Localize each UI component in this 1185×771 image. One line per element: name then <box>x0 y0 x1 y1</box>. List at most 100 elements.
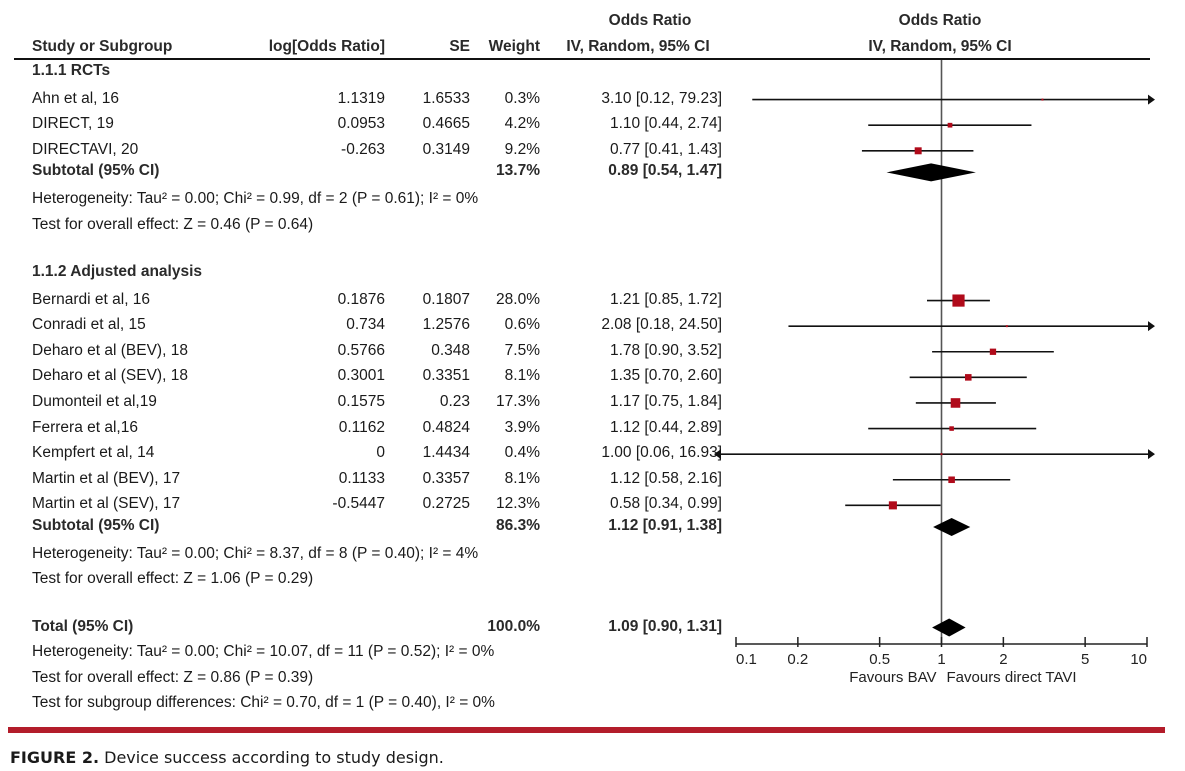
study-or-ci: 0.77 [0.41, 1.43] <box>609 140 722 158</box>
study-name: Dumonteil et al,19 <box>32 392 157 410</box>
figure-caption: FIGURE 2. Device success according to st… <box>10 748 444 767</box>
study-weight: 17.3% <box>496 392 540 410</box>
study-or-ci: 1.00 [0.06, 16.93] <box>601 444 722 462</box>
study-log-or: 0.1133 <box>338 469 385 487</box>
subgroup-differences-text: Test for subgroup differences: Chi² = 0.… <box>32 694 495 712</box>
accent-rule <box>8 727 1165 733</box>
study-log-or: 1.1319 <box>337 89 385 107</box>
study-0-2-point-estimate <box>914 147 922 155</box>
study-name: Martin et al (SEV), 17 <box>32 495 181 513</box>
study-log-or: -0.5447 <box>332 495 385 513</box>
study-name: DIRECTAVI, 20 <box>32 140 139 158</box>
header-rule <box>14 58 1150 60</box>
study-se: 0.3149 <box>422 140 470 158</box>
total-or-ci: 1.09 [0.90, 1.31] <box>608 617 722 635</box>
caption-label: FIGURE 2. <box>10 748 100 767</box>
total-weight: 100.0% <box>487 617 540 635</box>
study-name: Deharo et al (BEV), 18 <box>32 341 188 359</box>
x-axis-tick-label: 0.2 <box>787 651 808 668</box>
study-1-6-point-estimate <box>940 453 943 456</box>
x-axis-tick-label: 10 <box>1130 651 1147 668</box>
study-name: Martin et al (BEV), 17 <box>32 469 181 487</box>
study-1-1-point-estimate <box>1005 325 1008 328</box>
study-1-8-point-estimate <box>888 501 897 510</box>
study-or-ci: 1.12 [0.58, 2.16] <box>609 469 722 487</box>
study-1-5-point-estimate <box>949 426 954 431</box>
subtotal-label: Subtotal (95% CI) <box>32 516 160 534</box>
total-overall-effect-text: Test for overall effect: Z = 0.86 (P = 0… <box>32 668 314 686</box>
study-name: DIRECT, 19 <box>32 115 114 133</box>
study-weight: 0.6% <box>504 316 540 334</box>
x-axis-tick-label: 5 <box>1081 651 1089 668</box>
study-weight: 4.2% <box>504 115 540 133</box>
study-se: 0.348 <box>431 341 470 359</box>
study-or-ci: 1.78 [0.90, 3.52] <box>609 341 722 359</box>
study-or-ci: 3.10 [0.12, 79.23] <box>601 89 722 107</box>
subgroup-heading: 1.1.1 RCTs <box>32 62 111 79</box>
subtotal-weight: 13.7% <box>496 162 540 180</box>
x-axis-tick-label: 0.1 <box>736 651 757 668</box>
total-heterogeneity-text: Heterogeneity: Tau² = 0.00; Chi² = 10.07… <box>32 643 495 661</box>
plot-col-header-line2: IV, Random, 95% CI <box>868 38 1012 55</box>
study-weight: 8.1% <box>504 367 540 385</box>
study-name: Deharo et al (SEV), 18 <box>32 367 188 385</box>
total-label: Total (95% CI) <box>32 617 134 635</box>
logor-col-header: log[Odds Ratio] <box>268 38 385 55</box>
x-axis-tick-label: 2 <box>999 651 1007 668</box>
heterogeneity-text: Heterogeneity: Tau² = 0.00; Chi² = 0.99,… <box>32 190 479 207</box>
study-weight: 12.3% <box>496 495 540 513</box>
study-1-0-point-estimate <box>952 294 965 307</box>
study-1-7-point-estimate <box>948 476 955 484</box>
study-1-1-right-arrow <box>1148 321 1155 332</box>
x-axis-tick-label: 1 <box>937 651 945 668</box>
favours-left-label: Favours BAV <box>849 669 936 686</box>
caption-text: Device success according to study design… <box>99 748 444 767</box>
study-se: 1.4434 <box>422 444 470 462</box>
or-col-header-line1: Odds Ratio <box>608 12 692 29</box>
study-se: 0.4824 <box>422 418 470 436</box>
study-or-ci: 1.35 [0.70, 2.60] <box>609 367 722 385</box>
study-or-ci: 0.58 [0.34, 0.99] <box>609 495 722 513</box>
study-1-6-right-arrow <box>1148 449 1155 460</box>
study-or-ci: 1.17 [0.75, 1.84] <box>609 392 722 410</box>
study-0-1-point-estimate <box>947 122 953 128</box>
subtotal-or-ci: 1.12 [0.91, 1.38] <box>608 516 722 534</box>
study-1-2-point-estimate <box>989 348 997 355</box>
study-weight: 0.4% <box>504 444 540 462</box>
study-se: 0.3351 <box>422 367 470 385</box>
study-0-0-point-estimate <box>1041 98 1044 101</box>
study-se: 1.6533 <box>422 89 470 107</box>
plot-col-header-line1: Odds Ratio <box>898 12 982 29</box>
study-se: 0.2725 <box>422 495 470 513</box>
study-se: 0.3357 <box>422 469 470 487</box>
study-1-6-left-arrow <box>714 449 721 460</box>
study-weight: 7.5% <box>504 341 540 359</box>
study-log-or: 0.1575 <box>337 392 385 410</box>
subtotal-label: Subtotal (95% CI) <box>32 162 160 180</box>
subtotal-or-ci: 0.89 [0.54, 1.47] <box>608 162 722 180</box>
study-col-header: Study or Subgroup <box>32 38 173 55</box>
study-weight: 8.1% <box>504 469 540 487</box>
study-weight: 3.9% <box>504 418 540 436</box>
study-log-or: 0.5766 <box>337 341 385 359</box>
study-or-ci: 1.12 [0.44, 2.89] <box>609 418 722 436</box>
study-log-or: 0.1162 <box>338 418 385 436</box>
study-1-3-point-estimate <box>965 374 972 381</box>
x-axis-tick-label: 0.5 <box>869 651 890 668</box>
study-0-0-right-arrow <box>1148 94 1155 105</box>
study-log-or: 0.3001 <box>337 367 385 385</box>
se-col-header: SE <box>449 38 470 55</box>
study-log-or: 0.734 <box>346 316 385 334</box>
study-se: 0.23 <box>439 392 470 410</box>
study-weight: 9.2% <box>504 140 540 158</box>
favours-right-label: Favours direct TAVI <box>947 669 1077 686</box>
subgroup-heading: 1.1.2 Adjusted analysis <box>32 262 203 280</box>
subtotal-diamond-0 <box>886 163 976 182</box>
study-name: Ahn et al, 16 <box>32 89 120 107</box>
study-se: 0.1807 <box>422 290 470 308</box>
study-log-or: -0.263 <box>341 140 385 158</box>
study-name: Ferrera et al,16 <box>32 418 138 436</box>
study-name: Conradi et al, 15 <box>32 316 146 334</box>
overall-effect-text: Test for overall effect: Z = 1.06 (P = 0… <box>32 570 314 588</box>
